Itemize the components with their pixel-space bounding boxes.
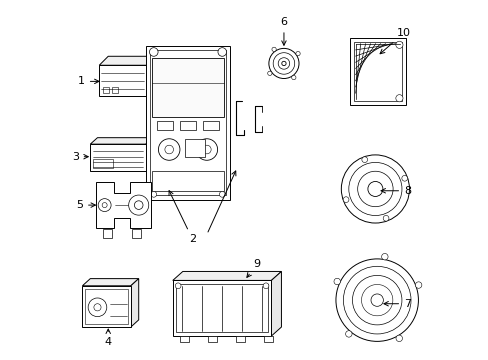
Bar [151,84,154,90]
Text: 8: 8 [380,186,410,196]
Circle shape [383,215,388,221]
Bar [93,159,113,168]
Bar [156,121,172,130]
Circle shape [196,139,217,160]
Bar [112,87,118,93]
Circle shape [361,157,367,162]
Circle shape [352,275,401,325]
Circle shape [341,155,408,223]
Text: 9: 9 [246,259,260,277]
Circle shape [267,71,271,76]
Circle shape [357,171,392,207]
Circle shape [343,266,410,334]
Bar [185,139,204,157]
Circle shape [348,162,401,216]
Circle shape [281,61,285,66]
Bar [90,144,145,171]
Circle shape [98,199,111,212]
Polygon shape [172,271,281,280]
Bar [150,50,225,195]
Circle shape [295,51,300,56]
Polygon shape [145,138,153,171]
Circle shape [335,259,418,341]
Polygon shape [156,56,165,96]
Polygon shape [131,279,139,327]
Circle shape [278,58,289,69]
Circle shape [370,294,383,306]
Circle shape [102,203,107,208]
Polygon shape [82,279,139,286]
Circle shape [415,282,421,288]
Circle shape [273,53,294,74]
Text: 10: 10 [379,28,410,54]
Bar [82,286,131,327]
Bar [172,280,271,336]
Bar [145,45,230,200]
Circle shape [395,41,402,48]
Bar [99,65,156,96]
Bar [102,229,112,238]
Circle shape [164,145,173,154]
Bar [152,171,223,191]
Bar [85,289,128,324]
Text: 2: 2 [169,191,196,244]
Bar [147,75,150,81]
Text: 1: 1 [78,76,99,86]
Bar [180,121,196,130]
Circle shape [151,192,156,197]
Circle shape [218,48,226,56]
Circle shape [291,75,295,80]
Text: 5: 5 [76,200,95,210]
Bar [147,84,150,90]
Bar [349,39,405,105]
Bar [152,58,223,117]
Bar [264,336,273,342]
Circle shape [395,95,402,102]
Bar [151,75,154,81]
Polygon shape [99,56,165,65]
Text: 3: 3 [72,152,88,162]
Circle shape [343,197,348,203]
Circle shape [268,48,298,78]
Circle shape [361,284,392,316]
Text: 4: 4 [104,329,112,347]
Circle shape [367,181,382,197]
Bar [102,87,109,93]
Bar [176,284,267,332]
Circle shape [158,139,180,160]
Circle shape [271,47,276,51]
Text: 7: 7 [383,299,410,309]
Bar [145,67,155,94]
Bar [180,336,188,342]
Circle shape [149,48,158,56]
Polygon shape [90,138,153,144]
Bar [207,336,217,342]
Polygon shape [96,182,151,228]
Circle shape [94,304,101,311]
Circle shape [395,335,402,342]
Circle shape [333,278,340,285]
Circle shape [175,283,181,289]
Text: 6: 6 [280,17,287,45]
Bar [236,336,244,342]
Circle shape [128,195,148,215]
Circle shape [263,283,268,289]
Circle shape [134,201,142,210]
Circle shape [401,175,407,181]
Circle shape [345,331,351,337]
Circle shape [219,192,224,197]
Circle shape [381,253,387,260]
Circle shape [202,145,211,154]
Bar [131,229,140,238]
Bar [353,42,402,101]
Bar [203,121,219,130]
Polygon shape [271,271,281,336]
Circle shape [88,298,106,317]
